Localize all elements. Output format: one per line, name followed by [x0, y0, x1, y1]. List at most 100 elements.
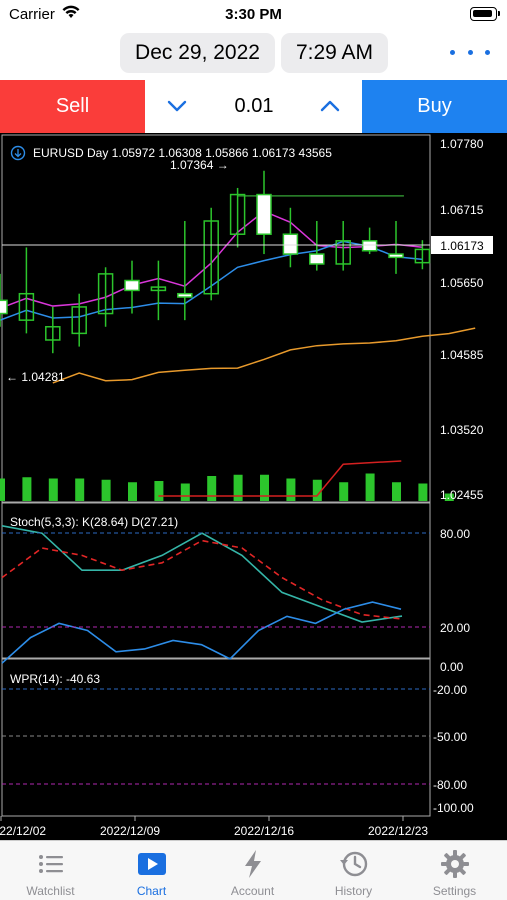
red-signal-line	[158, 460, 402, 497]
stoch-panel-border	[1, 502, 431, 659]
more-dot-icon	[450, 49, 455, 55]
candle-body	[282, 233, 299, 255]
wpr-tick: -100.00	[433, 801, 474, 815]
battery-tip	[498, 11, 500, 16]
volume-bar	[48, 478, 58, 501]
candle-body	[150, 286, 167, 292]
high-price-label: 1.07364 →	[170, 158, 229, 172]
tab-label: Settings	[432, 884, 477, 898]
increase-lot-chevron-up-icon[interactable]	[318, 94, 342, 118]
volume-bar	[75, 478, 85, 501]
current-price-value: 1.06173	[440, 239, 484, 253]
candle-body	[177, 292, 193, 298]
wpr-line	[1, 601, 402, 664]
candle-body	[256, 193, 272, 235]
download-arrow-icon	[14, 149, 22, 158]
price-tick: 1.07780	[440, 137, 484, 151]
date-picker[interactable]: Dec 29, 2022	[120, 33, 275, 73]
wpr-tick: 0.00	[440, 660, 464, 674]
volume-bar	[418, 483, 428, 501]
wpr-tick: -50.00	[433, 730, 467, 744]
symbol-info-icon[interactable]	[10, 145, 26, 161]
candle-body	[309, 253, 325, 265]
tab-label: Watchlist	[26, 884, 75, 898]
list-icon	[39, 855, 63, 873]
volume-bar	[207, 476, 217, 501]
tab-settings[interactable]: Settings	[404, 841, 505, 900]
price-panel-border	[1, 134, 431, 503]
candle-body	[229, 193, 246, 235]
stoch-label: Stoch(5,3,3): K(28.64) D(27.21)	[10, 515, 178, 529]
low-price-label: ← 1.04281	[6, 370, 65, 384]
price-tick: 1.04585	[440, 348, 484, 362]
trade-bar: Sell 0.01 Buy	[0, 80, 507, 133]
wpr-label: WPR(14): -40.63	[10, 672, 100, 686]
date-tick: 2022/12/09	[100, 824, 160, 838]
volume-bar	[312, 479, 322, 501]
volume-bar	[128, 482, 137, 501]
gear-icon	[441, 850, 469, 878]
date-tick: 2022/12/16	[234, 824, 294, 838]
tab-chart[interactable]: Chart	[101, 841, 202, 900]
volume-bar	[260, 474, 269, 501]
volume-bar	[339, 482, 349, 501]
chart-canvas[interactable]: EURUSD Day 1.05972 1.06308 1.05866 1.061…	[0, 133, 507, 840]
price-tick: 1.03520	[440, 423, 484, 437]
volume-bar	[286, 478, 296, 501]
lightning-icon	[245, 850, 261, 878]
chart-play-icon	[138, 853, 166, 875]
current-price-tag	[431, 236, 493, 254]
candle-body	[97, 273, 114, 315]
volume-bar	[0, 478, 5, 501]
tab-label: Chart	[136, 884, 167, 898]
volume-bar	[154, 481, 164, 501]
wpr-tick: -80.00	[433, 778, 467, 792]
tab-account[interactable]: Account	[202, 841, 303, 900]
tab-history[interactable]: History	[303, 841, 404, 900]
price-tick: 1.02455	[440, 488, 484, 502]
status-bar: Carrier 3:30 PM	[0, 0, 507, 30]
sell-button[interactable]: Sell	[0, 80, 145, 133]
more-dot-icon	[467, 49, 473, 55]
symbol-info-text: EURUSD Day 1.05972 1.06308 1.05866 1.061…	[33, 146, 332, 160]
more-options-button[interactable]	[450, 42, 490, 62]
tab-watchlist[interactable]: Watchlist	[0, 841, 101, 900]
decrease-lot-chevron-down-icon[interactable]	[165, 94, 189, 118]
status-time: 3:30 PM	[225, 6, 282, 23]
candle-body	[361, 240, 378, 252]
price-tick: 1.05650	[440, 276, 484, 290]
chart-header: Dec 29, 2022 7:29 AM	[0, 30, 507, 80]
tab-label: Account	[230, 884, 275, 898]
volume-bar	[444, 493, 454, 501]
price-tick: 1.06715	[440, 203, 484, 217]
candle-body	[335, 240, 351, 265]
wifi-icon	[62, 5, 80, 18]
date-tick: 2022/12/23	[368, 824, 428, 838]
battery-icon	[470, 7, 497, 21]
price-chart[interactable]: EURUSD Day 1.05972 1.06308 1.05866 1.061…	[0, 133, 507, 840]
volume-bar	[180, 483, 190, 501]
stoch-k-line	[1, 525, 403, 623]
volume-bar	[233, 474, 243, 501]
stoch-tick: 20.00	[440, 621, 470, 635]
wpr-panel-border	[1, 658, 431, 817]
buy-button[interactable]: Buy	[362, 80, 507, 133]
ma-slow-line	[52, 327, 476, 384]
candle-body	[414, 248, 431, 264]
candle-body	[203, 220, 219, 295]
wpr-tick: -20.00	[433, 683, 467, 697]
tab-label: History	[334, 884, 373, 898]
time-picker[interactable]: 7:29 AM	[281, 33, 388, 73]
candle-body	[45, 326, 61, 341]
volume-bar	[101, 479, 111, 501]
stoch-d-line	[1, 539, 403, 620]
stoch-tick: 80.00	[440, 527, 470, 541]
history-clock-icon	[340, 851, 368, 877]
candle-body	[0, 299, 8, 315]
lot-size-value[interactable]: 0.01	[234, 95, 274, 117]
candle-body	[124, 279, 140, 292]
tab-bar: Watchlist Chart Account History	[0, 840, 507, 900]
volume-bar	[392, 482, 401, 501]
more-dot-icon	[485, 49, 490, 55]
date-tick: 2022/12/02	[0, 824, 46, 838]
